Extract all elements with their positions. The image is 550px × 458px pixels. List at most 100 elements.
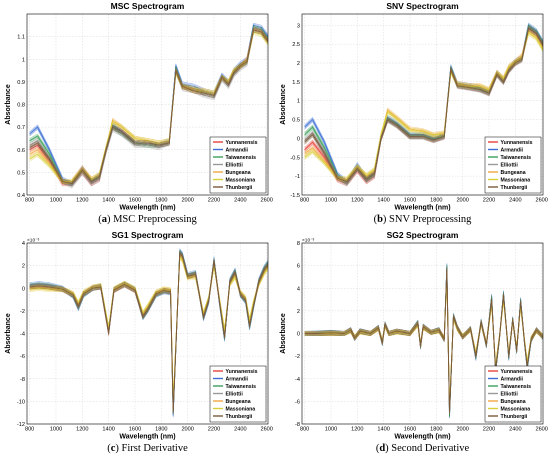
axes-frame [26, 13, 269, 196]
series-line [29, 27, 268, 182]
y-axis-label: Absorbance [5, 84, 12, 125]
subfigure-caption: (d) Second Derivative [376, 443, 470, 454]
legend-label: Taiwanensis [226, 155, 257, 161]
axes-frame [301, 242, 544, 425]
y-tick-label: -4 [295, 377, 300, 383]
caption-letter: d [379, 443, 385, 454]
x-tick-label: 800 [300, 427, 309, 433]
x-tick-label: 1600 [404, 427, 416, 433]
series-line [29, 31, 268, 187]
y-tick-label: 0.9 [17, 80, 25, 86]
subfigure-caption: (a) MSC Preprocessing [98, 214, 197, 225]
x-tick-label: 2400 [234, 427, 246, 433]
x-tick-label: 2600 [535, 198, 547, 204]
y-tick-label: 8 [297, 241, 300, 247]
grid [302, 14, 543, 196]
x-tick-label: 2200 [483, 198, 495, 204]
y-tick-label: 1.1 [17, 35, 25, 41]
axes-frame [26, 242, 269, 425]
subfigure-caption: (b) SNV Preprocessing [374, 214, 473, 225]
caption-letter: c [111, 443, 116, 454]
series-line [304, 29, 543, 184]
series-line [29, 252, 268, 413]
legend-label: Taiwanensis [226, 384, 257, 390]
y-tick-label: -6 [20, 354, 25, 360]
series-group [304, 22, 543, 187]
y-tick-label: 1 [22, 57, 25, 63]
x-tick-label: 1600 [129, 427, 141, 433]
subfigure-caption: (c) First Derivative [107, 443, 188, 454]
x-tick-label: 1400 [102, 198, 114, 204]
x-tick-label: 1800 [430, 427, 442, 433]
chart-title: SG1 Spectrogram [112, 230, 184, 240]
x-tick-label: 2400 [509, 427, 521, 433]
y-multiplier: ×10⁻³ [302, 238, 315, 244]
legend-label: Thunbergii [226, 185, 253, 191]
legend-label: Bungeana [501, 170, 526, 176]
series-line [304, 25, 543, 180]
chart-title: MSC Spectrogram [111, 1, 185, 11]
legend-label: Elliottii [226, 162, 244, 168]
x-tick-label: 1400 [377, 427, 389, 433]
series-line [304, 27, 543, 183]
legend-label: Massoniana [501, 177, 531, 183]
x-tick-label: 2000 [456, 198, 468, 204]
x-tick-label: 800 [25, 198, 34, 204]
y-tick-label: 0.5 [17, 170, 25, 176]
series-line [304, 30, 543, 187]
y-tick-label: 0.8 [17, 103, 25, 109]
x-tick-label: 2000 [181, 198, 193, 204]
x-tick-label: 2000 [181, 427, 193, 433]
y-tick-label: -4 [20, 332, 25, 338]
x-tick-label: 1200 [76, 427, 88, 433]
x-axis-label: Wavelength (nm) [394, 434, 450, 441]
caption-text: SNV Preprocessing [389, 214, 472, 225]
y-tick-label: 0.7 [17, 125, 25, 131]
y-tick-label: 2 [297, 61, 300, 67]
y-tick-label: 6 [297, 264, 300, 270]
series-group [29, 22, 268, 189]
panel-sg1: SG1 Spectrogram ×10⁻³ 800 1000 1200 1400 1600 1… [0, 229, 275, 458]
series-line [304, 30, 543, 178]
legend-label: Bungeana [226, 170, 251, 176]
caption-letter: b [377, 214, 383, 225]
series-line [29, 251, 268, 411]
y-tick-label: 1 [297, 99, 300, 105]
x-tick-label: 1600 [129, 198, 141, 204]
y-axis-label: Absorbance [280, 313, 287, 354]
y-axis-label: Absorbance [280, 84, 287, 125]
chart-title: SG2 Spectrogram [387, 230, 459, 240]
series-line [304, 266, 543, 411]
x-tick-label: 2400 [234, 198, 246, 204]
x-tick-label: 1200 [76, 198, 88, 204]
panel-snv: SNV Spectrogram 800 1000 1200 1400 1600 1800 20… [275, 0, 550, 229]
series-line [304, 31, 543, 179]
legend-label: Massoniana [501, 406, 531, 412]
legend-label: Yunnanensis [226, 369, 258, 375]
x-tick-label: 2600 [260, 198, 272, 204]
y-tick-label: -2 [20, 309, 25, 315]
y-tick-label: 0.5 [292, 118, 300, 124]
y-tick-label: -6 [295, 399, 300, 405]
legend-label: Massoniana [226, 177, 256, 183]
x-tick-label: 2000 [456, 427, 468, 433]
legend-label: Taiwanensis [501, 384, 532, 390]
caption-text: First Derivative [122, 443, 189, 454]
x-tick-label: 1800 [155, 198, 167, 204]
y-tick-label: 1.5 [292, 80, 300, 86]
series-line [29, 29, 268, 185]
x-tick-label: 800 [300, 198, 309, 204]
y-tick-label: 4 [297, 286, 300, 292]
x-tick-label: 1800 [430, 198, 442, 204]
legend-label: Thunbergii [501, 414, 528, 420]
panel-sg2: SG2 Spectrogram ×10⁻³ 800 1000 1200 1400 1600 1… [275, 229, 550, 458]
y-tick-label: 0 [297, 332, 300, 338]
axes-frame [301, 13, 544, 196]
series-line [29, 30, 268, 186]
y-multiplier: ×10⁻³ [27, 238, 40, 244]
caption-letter: a [102, 214, 108, 225]
series-line [29, 28, 268, 183]
